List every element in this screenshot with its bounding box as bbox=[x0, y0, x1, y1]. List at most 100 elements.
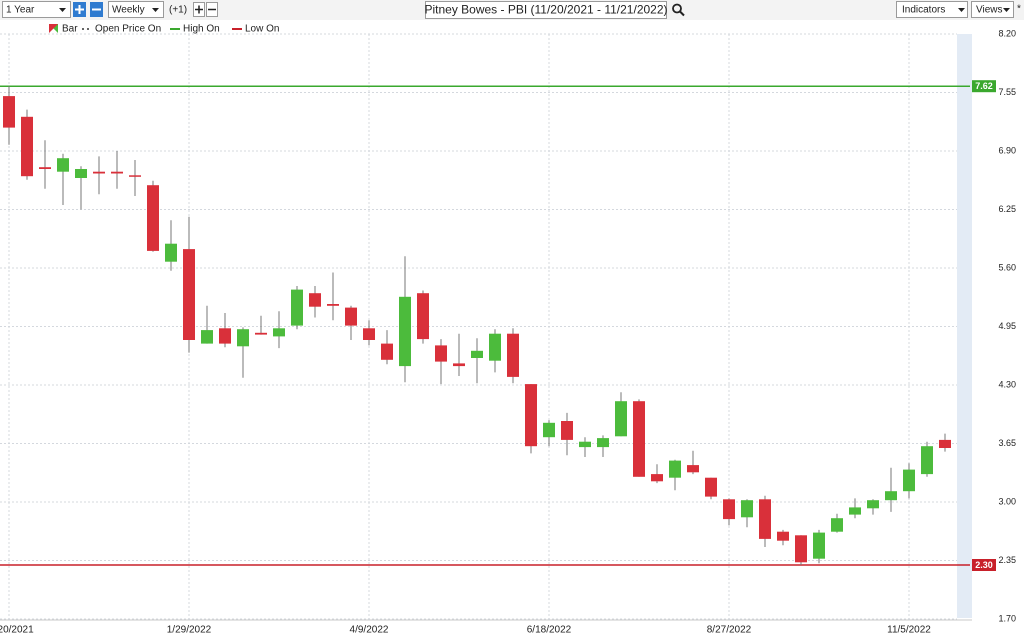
legend-label: High On bbox=[183, 24, 220, 35]
views-text: Views bbox=[976, 5, 1003, 16]
candle-body bbox=[651, 474, 663, 482]
candle-body bbox=[597, 438, 609, 448]
candle-body bbox=[273, 328, 285, 337]
candle-body bbox=[399, 296, 411, 367]
candle-body bbox=[867, 500, 879, 509]
reference-tag-label: 2.30 bbox=[975, 560, 993, 570]
candle-body bbox=[183, 249, 195, 340]
candle-body bbox=[309, 293, 321, 307]
candle-body bbox=[561, 421, 573, 440]
candle-body bbox=[471, 350, 483, 358]
candle-body bbox=[345, 307, 357, 326]
indicators-button[interactable] bbox=[896, 1, 968, 18]
candle-body bbox=[327, 304, 339, 306]
y-tick-label: 4.95 bbox=[998, 321, 1016, 331]
dropdown-arrow bbox=[152, 8, 159, 12]
candle-body bbox=[237, 329, 249, 347]
dropdown-arrow bbox=[958, 8, 965, 12]
y-tick-label: 2.35 bbox=[998, 555, 1016, 565]
offset-text: (+1) bbox=[169, 5, 187, 16]
dropdown-arrow bbox=[59, 8, 66, 12]
y-tick-label: 8.20 bbox=[998, 28, 1016, 38]
candle-body bbox=[615, 401, 627, 437]
candle-body bbox=[363, 328, 375, 340]
candle-body bbox=[129, 175, 141, 177]
x-tick-label: 1/29/2022 bbox=[167, 625, 212, 636]
candle-body bbox=[147, 185, 159, 251]
candle-body bbox=[75, 169, 87, 178]
y-tick-label: 6.25 bbox=[998, 204, 1016, 214]
x-tick-label: 11/5/2022 bbox=[887, 625, 931, 636]
y-tick-label: 3.00 bbox=[998, 496, 1016, 506]
period-text: 1 Year bbox=[6, 5, 35, 16]
candle-body bbox=[111, 171, 123, 174]
candle-body bbox=[885, 491, 897, 501]
legend: Bar Open Price On High On Low On bbox=[49, 24, 279, 35]
interval-select[interactable] bbox=[108, 1, 164, 18]
reference-tag-label: 7.62 bbox=[975, 81, 993, 91]
candle-body bbox=[921, 446, 933, 475]
candle-body bbox=[21, 116, 33, 177]
y-tick-label: 5.60 bbox=[998, 262, 1016, 272]
views-button[interactable] bbox=[971, 1, 1014, 18]
candle-body bbox=[57, 158, 69, 172]
x-tick-label: 11/20/2021 bbox=[0, 625, 34, 636]
search-icon[interactable] bbox=[672, 3, 682, 14]
candle-body bbox=[3, 96, 15, 128]
axis-highlight bbox=[957, 34, 972, 618]
legend-icon-bar bbox=[49, 24, 58, 33]
interval-text: Weekly bbox=[112, 5, 145, 16]
candle-body bbox=[165, 243, 177, 262]
y-tick-label: 1.70 bbox=[998, 613, 1016, 623]
candle-body bbox=[291, 289, 303, 326]
legend-label: Open Price On bbox=[95, 24, 161, 35]
candle-body bbox=[813, 532, 825, 559]
candle-body bbox=[633, 401, 645, 477]
dropdown-arrow bbox=[1003, 8, 1010, 12]
candle-body bbox=[219, 328, 231, 344]
candle-body bbox=[525, 384, 537, 447]
plus-icon bbox=[195, 5, 203, 14]
period-select[interactable] bbox=[2, 1, 71, 18]
candle-body bbox=[759, 499, 771, 539]
candle-body bbox=[381, 343, 393, 360]
candle-body bbox=[849, 507, 861, 515]
candle-body bbox=[489, 333, 501, 361]
candle-body bbox=[435, 345, 447, 362]
candle-body bbox=[903, 469, 915, 492]
candle-body bbox=[705, 477, 717, 497]
candle-body bbox=[741, 500, 753, 518]
candle-body bbox=[453, 363, 465, 367]
candle-body bbox=[579, 441, 591, 448]
candle-body bbox=[543, 422, 555, 438]
reference-tag bbox=[972, 80, 996, 93]
candle-body bbox=[255, 332, 267, 335]
reference-tag bbox=[972, 559, 996, 571]
views-mark: * bbox=[1017, 4, 1021, 15]
candle-body bbox=[687, 465, 699, 473]
search-icon-handle bbox=[679, 10, 685, 17]
candle-body bbox=[669, 460, 681, 478]
chart-title: Pitney Bowes - PBI (11/20/2021 - 11/21/2… bbox=[424, 3, 667, 17]
legend-label: Low On bbox=[245, 24, 279, 35]
y-tick-label: 7.55 bbox=[998, 87, 1016, 97]
candle-body bbox=[93, 171, 105, 174]
candle-body bbox=[417, 293, 429, 340]
y-tick-label: 6.90 bbox=[998, 145, 1016, 155]
symbol-box[interactable] bbox=[425, 1, 667, 19]
candle-body bbox=[795, 535, 807, 563]
x-tick-label: 8/27/2022 bbox=[707, 625, 752, 636]
candle-body bbox=[723, 499, 735, 520]
candle-body bbox=[831, 518, 843, 532]
indicators-text: Indicators bbox=[902, 5, 945, 16]
legend-label: Bar bbox=[62, 24, 78, 35]
candle-body bbox=[39, 167, 51, 169]
y-tick-label: 4.30 bbox=[998, 379, 1016, 389]
x-tick-label: 6/18/2022 bbox=[527, 625, 572, 636]
candle-body bbox=[939, 439, 951, 448]
candle-body bbox=[777, 531, 789, 541]
candle-body bbox=[507, 333, 519, 377]
y-tick-label: 3.65 bbox=[998, 438, 1016, 448]
